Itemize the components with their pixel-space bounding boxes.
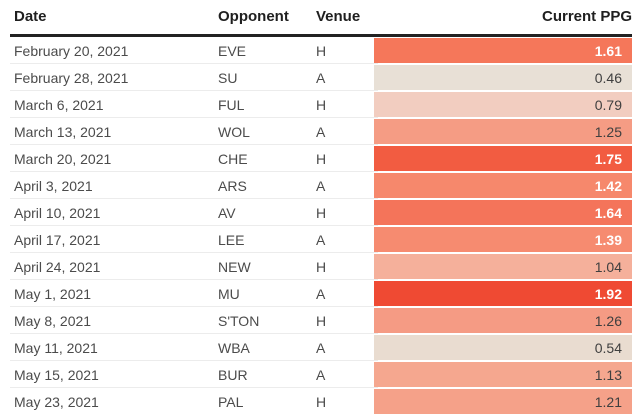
venue-cell: H <box>316 42 327 59</box>
opponent-cell: WBA <box>218 339 250 356</box>
date-cell: February 20, 2021 <box>14 42 129 59</box>
venue-cell: A <box>316 177 326 194</box>
table-row: May 11, 2021 WBA A 0.54 <box>10 334 632 361</box>
ppg-heatmap-cell: 0.79 <box>374 92 632 117</box>
date-cell: March 6, 2021 <box>14 96 104 113</box>
date-cell: May 11, 2021 <box>14 339 98 356</box>
ppg-heatmap-cell: 1.26 <box>374 308 632 333</box>
date-cell: May 15, 2021 <box>14 366 99 383</box>
ppg-heatmap-cell: 1.42 <box>374 173 632 198</box>
date-cell: April 24, 2021 <box>14 258 101 275</box>
opponent-cell: EVE <box>218 42 247 59</box>
fixtures-ppg-table: Date Opponent Venue Current PPG February… <box>10 0 632 415</box>
table-row: April 24, 2021 NEW H 1.04 <box>10 253 632 280</box>
ppg-heatmap-cell: 1.13 <box>374 362 632 387</box>
ppg-heatmap-cell: 1.75 <box>374 146 632 171</box>
opponent-cell: NEW <box>218 258 251 275</box>
table-row: April 10, 2021 AV H 1.64 <box>10 199 632 226</box>
table-row: May 15, 2021 BUR A 1.13 <box>10 361 632 388</box>
column-header-date: Date <box>14 8 47 25</box>
venue-cell: H <box>316 150 327 167</box>
ppg-heatmap-cell: 0.54 <box>374 335 632 360</box>
venue-cell: H <box>316 204 327 221</box>
opponent-cell: SU <box>218 69 238 86</box>
opponent-cell: BUR <box>218 366 248 383</box>
opponent-cell: S'TON <box>218 312 260 329</box>
date-cell: May 1, 2021 <box>14 285 92 302</box>
venue-cell: H <box>316 312 327 329</box>
date-cell: April 17, 2021 <box>14 231 101 248</box>
opponent-cell: ARS <box>218 177 247 194</box>
ppg-heatmap-cell: 1.92 <box>374 281 632 306</box>
table-row: May 23, 2021 PAL H 1.21 <box>10 388 632 415</box>
date-cell: May 8, 2021 <box>14 312 92 329</box>
ppg-heatmap-cell: 1.64 <box>374 200 632 225</box>
column-header-venue: Venue <box>316 8 361 25</box>
date-cell: April 3, 2021 <box>14 177 93 194</box>
venue-cell: A <box>316 366 326 383</box>
ppg-heatmap-cell: 1.04 <box>374 254 632 279</box>
opponent-cell: WOL <box>218 123 250 140</box>
ppg-heatmap-cell: 1.61 <box>374 38 632 63</box>
opponent-cell: FUL <box>218 96 245 113</box>
table-row: March 6, 2021 FUL H 0.79 <box>10 91 632 118</box>
venue-cell: H <box>316 393 327 410</box>
table-row: May 1, 2021 MU A 1.92 <box>10 280 632 307</box>
venue-cell: A <box>316 69 326 86</box>
date-cell: April 10, 2021 <box>14 204 101 221</box>
opponent-cell: AV <box>218 204 236 221</box>
table-row: April 3, 2021 ARS A 1.42 <box>10 172 632 199</box>
date-cell: March 13, 2021 <box>14 123 112 140</box>
ppg-heatmap-cell: 0.46 <box>374 65 632 90</box>
opponent-cell: CHE <box>218 150 248 167</box>
venue-cell: A <box>316 339 326 356</box>
table-row: February 28, 2021 SU A 0.46 <box>10 64 632 91</box>
column-header-current-ppg: Current PPG <box>541 8 632 25</box>
venue-cell: A <box>316 123 326 140</box>
table-body: February 20, 2021 EVE H 1.61 February 28… <box>10 37 632 415</box>
table-row: March 13, 2021 WOL A 1.25 <box>10 118 632 145</box>
ppg-heatmap-cell: 1.21 <box>374 389 632 414</box>
venue-cell: H <box>316 96 327 113</box>
date-cell: March 20, 2021 <box>14 150 112 167</box>
ppg-heatmap-cell: 1.25 <box>374 119 632 144</box>
opponent-cell: PAL <box>218 393 244 410</box>
table-row: May 8, 2021 S'TON H 1.26 <box>10 307 632 334</box>
opponent-cell: LEE <box>218 231 245 248</box>
ppg-heatmap-cell: 1.39 <box>374 227 632 252</box>
date-cell: February 28, 2021 <box>14 69 129 86</box>
venue-cell: H <box>316 258 327 275</box>
table-row: April 17, 2021 LEE A 1.39 <box>10 226 632 253</box>
column-header-opponent: Opponent <box>218 8 289 25</box>
table-row: February 20, 2021 EVE H 1.61 <box>10 37 632 64</box>
date-cell: May 23, 2021 <box>14 393 99 410</box>
venue-cell: A <box>316 285 326 302</box>
venue-cell: A <box>316 231 326 248</box>
table-row: March 20, 2021 CHE H 1.75 <box>10 145 632 172</box>
table-header-row: Date Opponent Venue Current PPG <box>10 8 632 37</box>
opponent-cell: MU <box>218 285 240 302</box>
